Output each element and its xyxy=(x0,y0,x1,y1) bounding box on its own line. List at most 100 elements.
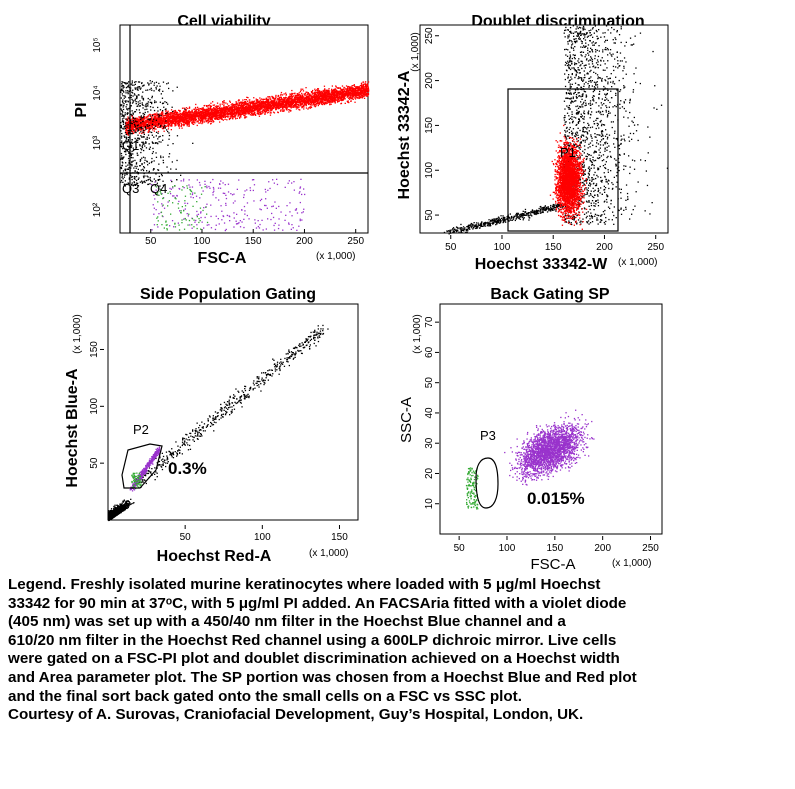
data-point xyxy=(245,106,247,108)
data-point xyxy=(154,127,156,129)
data-point xyxy=(349,97,351,99)
data-point xyxy=(208,116,210,118)
data-point xyxy=(287,98,289,100)
data-point xyxy=(283,110,285,112)
data-point xyxy=(363,89,365,91)
data-point xyxy=(176,114,178,116)
data-point xyxy=(298,92,300,94)
data-point xyxy=(244,115,246,117)
data-point xyxy=(328,93,330,95)
data-point xyxy=(269,101,271,104)
data-point xyxy=(216,102,219,104)
data-point xyxy=(206,120,208,122)
data-point xyxy=(144,121,146,123)
data-point xyxy=(183,114,185,116)
data-point xyxy=(210,122,212,124)
data-point xyxy=(195,110,197,112)
data-point xyxy=(360,94,362,97)
data-point xyxy=(207,115,209,117)
data-point xyxy=(209,105,211,107)
data-point xyxy=(286,97,289,100)
data-point xyxy=(308,94,310,96)
data-point xyxy=(250,103,252,105)
data-point xyxy=(219,115,222,117)
data-point xyxy=(264,108,266,110)
data-point xyxy=(244,117,246,119)
data-point xyxy=(176,123,179,125)
data-point xyxy=(226,111,228,113)
data-point xyxy=(205,120,208,123)
data-point xyxy=(313,96,315,99)
data-point xyxy=(284,107,287,109)
data-point xyxy=(140,129,142,131)
data-point xyxy=(365,86,368,89)
data-point xyxy=(188,121,190,123)
data-point xyxy=(173,110,175,112)
data-point xyxy=(245,107,247,110)
data-point xyxy=(209,120,211,122)
data-point xyxy=(358,97,360,100)
data-point xyxy=(172,118,174,120)
data-point xyxy=(232,104,234,106)
data-point xyxy=(329,104,331,106)
data-point xyxy=(213,115,215,118)
data-point xyxy=(306,97,308,99)
data-point xyxy=(242,113,244,115)
data-point xyxy=(249,101,251,103)
data-point xyxy=(351,90,353,92)
data-point xyxy=(254,104,256,106)
data-point xyxy=(244,116,246,118)
data-point xyxy=(274,105,276,107)
data-point xyxy=(227,116,229,118)
data-point xyxy=(170,115,172,117)
data-point xyxy=(215,109,217,111)
data-point xyxy=(165,115,168,117)
data-point xyxy=(276,104,279,106)
data-point xyxy=(348,88,350,91)
data-point xyxy=(154,116,156,118)
data-point xyxy=(166,114,169,116)
data-point xyxy=(188,124,190,126)
data-point xyxy=(188,107,191,109)
data-point xyxy=(191,111,193,113)
data-point xyxy=(194,106,197,109)
data-point xyxy=(173,112,175,114)
data-point xyxy=(176,115,178,118)
data-point xyxy=(241,111,243,113)
data-point xyxy=(246,102,248,104)
data-point xyxy=(364,93,366,95)
data-point xyxy=(167,128,170,130)
data-point xyxy=(207,109,209,112)
data-point xyxy=(167,125,170,127)
data-point xyxy=(151,116,153,118)
data-point xyxy=(263,110,265,112)
data-point xyxy=(200,118,202,120)
data-point xyxy=(346,89,348,91)
data-point xyxy=(263,104,265,106)
data-point xyxy=(302,96,304,98)
data-point xyxy=(343,96,346,98)
data-point xyxy=(205,110,207,113)
data-point xyxy=(338,94,340,96)
data-point xyxy=(271,100,273,102)
data-point xyxy=(133,131,135,133)
data-point xyxy=(221,108,223,111)
data-point xyxy=(144,123,146,125)
data-point xyxy=(343,95,345,97)
data-point xyxy=(168,126,170,128)
data-point xyxy=(261,110,264,112)
data-point xyxy=(336,87,339,89)
data-point xyxy=(174,125,176,127)
data-point xyxy=(256,110,259,113)
data-point xyxy=(308,93,310,95)
data-point xyxy=(147,121,149,123)
data-point xyxy=(137,119,139,121)
data-point xyxy=(191,119,194,121)
data-point xyxy=(319,95,321,97)
data-point xyxy=(312,93,314,95)
data-point xyxy=(288,96,291,98)
data-point xyxy=(206,119,208,121)
data-point xyxy=(167,116,169,118)
data-point xyxy=(280,106,282,108)
data-point xyxy=(253,97,255,99)
